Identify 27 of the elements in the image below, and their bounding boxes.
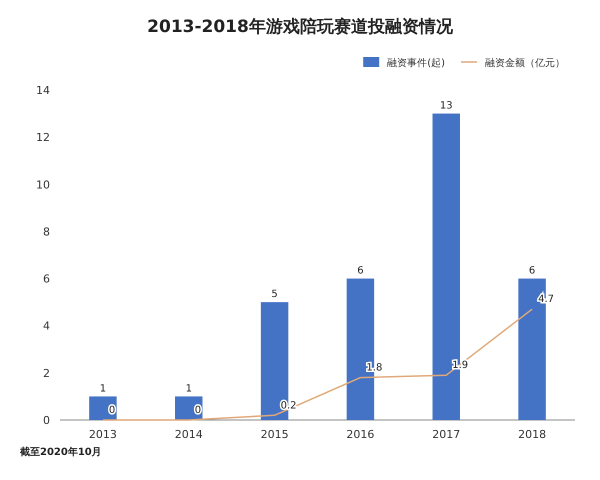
y-tick-label: 10	[36, 178, 50, 192]
legend-label: 融资金额（亿元）	[485, 57, 565, 69]
y-tick-label: 2	[43, 366, 50, 380]
data-label: 13	[440, 100, 453, 112]
x-tick-label: 2016	[346, 428, 374, 441]
y-tick-label: 6	[43, 272, 50, 286]
y-tick-label: 4	[43, 320, 50, 333]
data-label: 1	[186, 383, 192, 394]
y-tick-label: 12	[36, 131, 50, 144]
data-label: 6	[357, 266, 364, 277]
x-tick-label: 2017	[432, 428, 460, 441]
data-label: 5	[271, 289, 278, 300]
y-tick-label: 0	[43, 414, 50, 427]
x-tick-label: 2015	[260, 428, 289, 441]
data-label: 6	[528, 266, 536, 277]
x-tick-label: 2018	[518, 428, 546, 441]
x-tick-label: 2014	[174, 428, 203, 441]
data-label: 0	[194, 405, 202, 416]
y-tick-label: 14	[36, 84, 50, 97]
data-label: 0	[108, 405, 116, 416]
data-label: 1	[100, 383, 106, 394]
y-tick-label: 8	[43, 225, 50, 238]
text: 截至2020年10月	[19, 446, 102, 458]
legend-label: 融资事件(起)	[387, 57, 446, 69]
x-tick-label: 2013	[88, 428, 117, 441]
chart-title: 2013-2018年游戏陪玩赛道投融资情况	[147, 17, 454, 37]
line-series	[102, 308, 533, 421]
